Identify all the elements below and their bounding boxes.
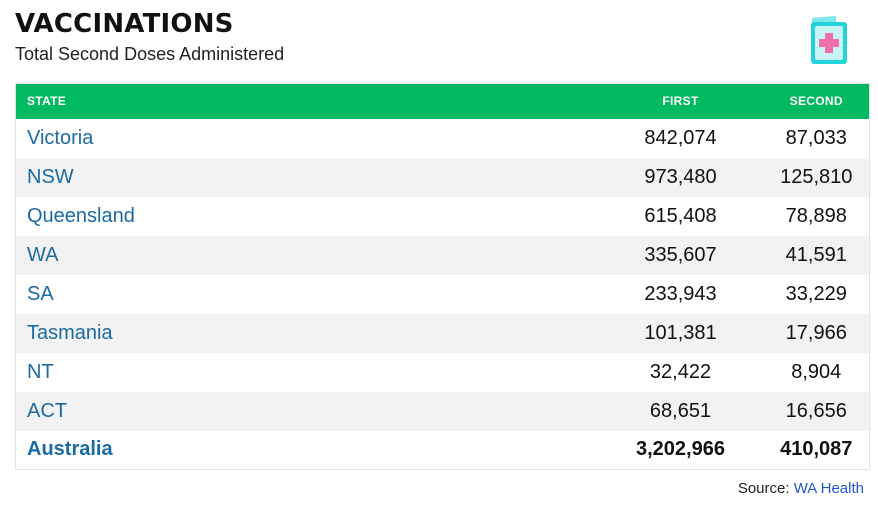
state-name[interactable]: Victoria — [27, 126, 94, 149]
state-name[interactable]: Queensland — [27, 204, 135, 227]
first-dose-value: 615,408 — [644, 204, 717, 227]
state-name[interactable]: NT — [27, 360, 54, 383]
table-row: Tasmania 101,381 17,966 — [15, 313, 870, 353]
second-dose-value: 125,810 — [780, 165, 853, 188]
table-row: SA 233,943 33,229 — [15, 274, 870, 314]
first-dose-value: 973,480 — [644, 165, 717, 188]
table-header-row: STATE FIRST SECOND — [15, 83, 870, 119]
second-dose-value: 16,656 — [785, 399, 847, 422]
second-dose-value: 17,966 — [785, 321, 847, 344]
source-credit: Source: WA Health — [738, 480, 864, 497]
table-row: ACT 68,651 16,656 — [15, 391, 870, 431]
table-row: Queensland 615,408 78,898 — [15, 196, 870, 236]
total-first-dose-value: 3,202,966 — [636, 438, 725, 461]
page-subtitle: Total Second Doses Administered — [15, 44, 285, 64]
second-dose-value: 8,904 — [791, 360, 842, 383]
table-row: NT 32,422 8,904 — [15, 352, 870, 392]
total-label[interactable]: Australia — [27, 438, 113, 461]
state-name[interactable]: ACT — [27, 399, 67, 422]
source-label: Source: — [737, 480, 794, 497]
column-header-state: STATE — [27, 94, 67, 109]
total-row: Australia 3,202,966 410,087 — [15, 430, 870, 470]
vaccinations-table: STATE FIRST SECOND Victoria 842,074 87,0… — [15, 83, 870, 470]
state-name[interactable]: SA — [27, 282, 54, 305]
second-dose-value: 78,898 — [785, 204, 847, 227]
header: VACCINATIONS Total Second Doses Administ… — [15, 6, 284, 65]
vaccination-card-icon — [806, 14, 850, 66]
column-header-second: SECOND — [789, 94, 843, 109]
table-row: NSW 973,480 125,810 — [15, 157, 870, 197]
source-link[interactable]: WA Health — [793, 480, 864, 497]
first-dose-value: 335,607 — [644, 243, 717, 266]
first-dose-value: 32,422 — [649, 360, 712, 383]
second-dose-value: 41,591 — [785, 243, 847, 266]
state-name[interactable]: NSW — [27, 165, 74, 188]
second-dose-value: 87,033 — [785, 126, 847, 149]
page-title: VACCINATIONS — [15, 9, 234, 39]
total-second-dose-value: 410,087 — [780, 438, 853, 461]
table-row: Victoria 842,074 87,033 — [15, 118, 870, 158]
first-dose-value: 68,651 — [649, 399, 712, 422]
state-name[interactable]: WA — [27, 243, 59, 266]
first-dose-value: 842,074 — [644, 126, 717, 149]
state-name[interactable]: Tasmania — [27, 321, 113, 344]
column-header-first: FIRST — [662, 94, 699, 109]
table-row: WA 335,607 41,591 — [15, 235, 870, 275]
second-dose-value: 33,229 — [785, 282, 847, 305]
first-dose-value: 233,943 — [644, 282, 717, 305]
first-dose-value: 101,381 — [644, 321, 717, 344]
